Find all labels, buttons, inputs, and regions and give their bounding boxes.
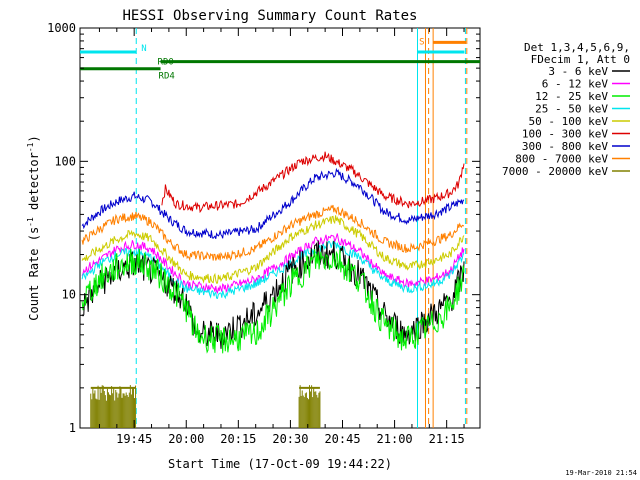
y-label-part-c: ): [27, 135, 41, 142]
y-tick-label: 1000: [47, 21, 76, 35]
y-label-sup-1: -1: [26, 217, 35, 227]
x-tick-label: 20:30: [272, 432, 308, 446]
x-tick-label: 21:00: [377, 432, 413, 446]
data-series: [81, 151, 465, 354]
plot-frame: [79, 27, 481, 429]
y-label-part-b: detector: [27, 152, 41, 217]
y-axis-ticks: 1 10 100 1000: [47, 21, 480, 435]
state-label-n: N: [141, 44, 146, 54]
x-tick-label: 19:45: [116, 432, 152, 446]
y-tick-label: 100: [54, 154, 76, 168]
vertical-markers: [135, 28, 468, 428]
y-label-part-a: Count Rate (s: [27, 227, 41, 321]
series-100-300-kev: [161, 151, 465, 214]
legend-header-2: FDecim 1, Att 0: [531, 53, 630, 66]
series-6-12-kev: [81, 233, 465, 294]
legend-label-25-50-kev: 25 - 50 keV: [535, 103, 608, 116]
x-axis-ticks: 19:45 20:00 20:15 20:30 20:45 21:00 21:15: [98, 28, 465, 446]
y-axis-label: Count Rate (s-1 detector-1): [26, 135, 41, 320]
series-12-25-kev: [81, 248, 465, 354]
legend-label-800-7000-kev: 800 - 7000 keV: [515, 153, 608, 166]
legend-label-3-6-kev: 3 - 6 keV: [548, 65, 608, 78]
series-300-800-kev: [81, 167, 465, 239]
x-axis-label: Start Time (17-Oct-09 19:44:22): [168, 457, 392, 471]
chart-title: HESSI Observing Summary Count Rates: [122, 8, 417, 24]
x-tick-label: 20:15: [220, 432, 256, 446]
plot-area: N RD0 RD4 S 19:45 20:00 20:15 20:30 20:45 21:00 2…: [47, 21, 481, 446]
series-800-7000-kev: [81, 204, 465, 262]
legend-header-1: Det 1,3,4,5,6,9,: [524, 41, 630, 54]
burst-bars: [90, 385, 321, 428]
series-25-50-kev: [81, 240, 465, 300]
state-label-rd0: RD0: [158, 58, 174, 68]
y-label-sup-2: -1: [26, 142, 35, 152]
y-tick-label: 1: [69, 421, 76, 435]
x-tick-label: 21:15: [429, 432, 465, 446]
state-label-s: S: [419, 37, 424, 47]
legend-label-100-300-kev: 100 - 300 keV: [522, 128, 608, 141]
legend-label-6-12-kev: 6 - 12 keV: [542, 78, 609, 91]
state-label-rd4: RD4: [159, 72, 175, 82]
legend-label-12-25-kev: 12 - 25 keV: [535, 90, 608, 103]
legend: Det 1,3,4,5,6,9, FDecim 1, Att 0 3 - 6 k…: [502, 41, 630, 178]
footer-timestamp: 19-Mar-2010 21:54: [565, 469, 637, 477]
y-tick-label: 10: [62, 288, 76, 302]
state-bars: N RD0 RD4 S: [80, 37, 480, 82]
legend-label-50-100-kev: 50 - 100 keV: [529, 115, 609, 128]
series-50-100-kev: [81, 215, 465, 284]
legend-label-7000-20000-kev: 7000 - 20000 keV: [502, 165, 608, 178]
x-tick-label: 20:45: [324, 432, 360, 446]
legend-label-300-800-kev: 300 - 800 keV: [522, 140, 608, 153]
x-tick-label: 20:00: [168, 432, 204, 446]
